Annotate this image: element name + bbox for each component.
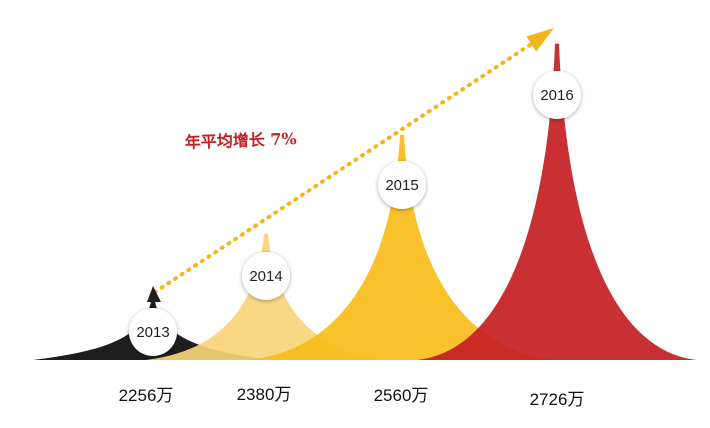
year-badge-2015 xyxy=(378,161,426,209)
peak-2015 xyxy=(247,134,557,360)
year-badge-2013 xyxy=(129,308,177,356)
growth-arrow-head xyxy=(526,28,554,52)
growth-arrow-line xyxy=(153,31,550,294)
value-label-2016: 2726万 xyxy=(530,390,585,409)
year-badge-2014 xyxy=(242,252,290,300)
value-label-2014: 2380万 xyxy=(237,385,292,404)
peak-2016 xyxy=(417,43,697,361)
growth-annotation: 年平均增长 7% xyxy=(184,129,297,152)
growth-arrow-start xyxy=(147,286,161,302)
year-label-2016: 2016 xyxy=(540,87,573,104)
value-label-2013: 2256万 xyxy=(119,386,174,405)
year-label-2015: 2015 xyxy=(385,177,418,194)
year-label-2013: 2013 xyxy=(136,324,169,341)
year-badge-2016 xyxy=(533,71,581,119)
year-label-2014: 2014 xyxy=(249,268,282,285)
value-label-2015: 2560万 xyxy=(374,386,429,405)
